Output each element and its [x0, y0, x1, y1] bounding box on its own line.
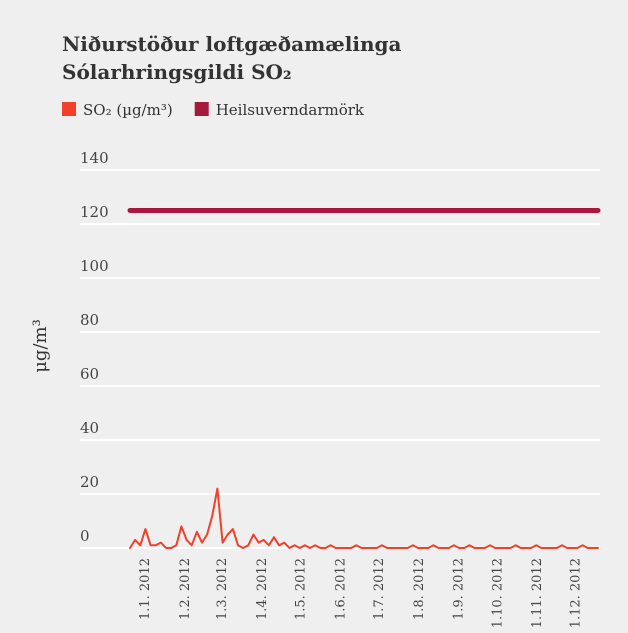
chart-title: Niðurstöður loftgæðamælinga: [62, 32, 401, 56]
legend-label: Heilsuverndarmörk: [216, 101, 365, 119]
x-tick-label: 1.7. 2012: [372, 558, 387, 620]
legend-swatch: [194, 102, 209, 116]
y-tick-label: 80: [80, 311, 99, 329]
legend-label: SO₂ (µg/m³): [83, 101, 173, 119]
x-tick-label: 1.1. 2012: [138, 558, 153, 620]
x-tick-label: 1.3. 2012: [215, 558, 230, 620]
y-tick-label: 20: [80, 473, 99, 491]
y-tick-label: 100: [80, 257, 109, 275]
y-tick-label: 40: [80, 419, 99, 437]
x-tick-label: 1.12. 2012: [569, 558, 584, 628]
x-tick-label: 1.5. 2012: [294, 558, 309, 620]
y-tick-label: 140: [80, 149, 109, 167]
x-tick-label: 1.11. 2012: [530, 558, 545, 628]
x-tick-label: 1.8. 2012: [412, 558, 427, 620]
x-tick-label: 1.10. 2012: [490, 558, 505, 628]
legend-swatch: [62, 102, 76, 116]
chart-subtitle: Sólarhringsgildi SO₂: [62, 60, 292, 84]
y-tick-label: 60: [80, 365, 99, 383]
x-tick-label: 1.4. 2012: [255, 558, 270, 620]
x-tick-label: 1.2. 2012: [178, 558, 193, 620]
x-tick-label: 1.9. 2012: [452, 558, 467, 620]
y-tick-label: 0: [80, 527, 90, 545]
y-tick-label: 120: [80, 203, 109, 221]
x-tick-label: 1.6. 2012: [333, 558, 348, 620]
series-line: [129, 487, 599, 549]
y-axis-label: μg/m³: [30, 319, 51, 373]
